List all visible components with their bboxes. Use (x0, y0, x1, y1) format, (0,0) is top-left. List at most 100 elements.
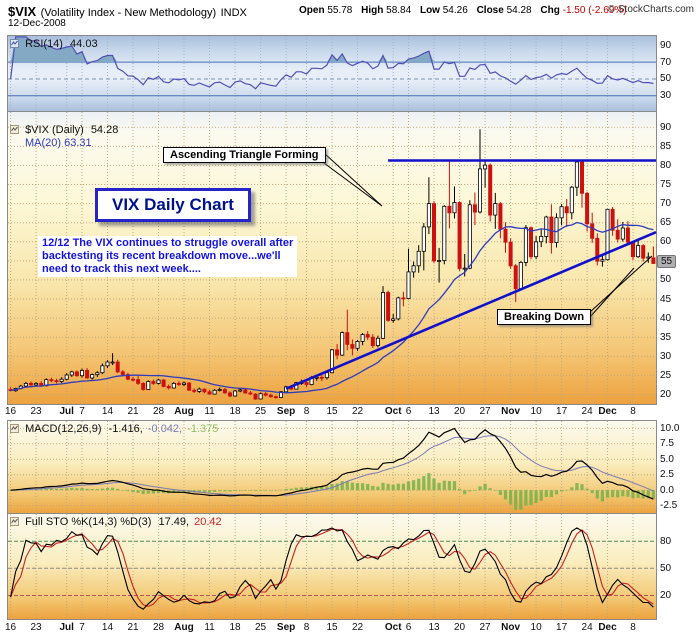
x-axis-label: 20 (453, 406, 466, 417)
x-axis-label: 21 (127, 622, 139, 633)
price-label-row: $VIX (Daily) 54.28 (10, 124, 118, 137)
x-axis-label: 23 (30, 622, 42, 633)
sto-panel-icon (10, 517, 19, 529)
ma-label-row: MA(20) 63.31 (25, 137, 92, 149)
macd-value-signal: -0.042, (147, 423, 183, 435)
x-axis-label: 27 (479, 622, 491, 633)
x-axis-label: 13 (428, 622, 440, 633)
rsi-panel (7, 35, 657, 112)
macd-label-row: MACD(12,26,9) -1.416, -0.042, -1.375 (10, 423, 218, 436)
commentary-line: 12/12 The VIX continues to struggle over… (42, 237, 294, 249)
high-label: High (361, 5, 384, 16)
symbol: $VIX (8, 4, 37, 19)
y-axis-label: 70 (660, 56, 672, 68)
chart-date: 12-Dec-2008 (8, 18, 66, 29)
symbol-description: (Volatility Index - New Methodology) (40, 7, 217, 19)
x-axis-label: 11 (204, 406, 215, 417)
y-axis-label: 75 (660, 179, 672, 191)
y-axis-label: 20 (660, 589, 672, 601)
price-panel-icon (10, 125, 19, 137)
x-axis-label: 16 (5, 622, 17, 633)
annotation-ascending-triangle: Ascending Triangle Forming (163, 147, 326, 163)
x-axis-label: 11 (204, 622, 215, 633)
x-axis-label: 8 (303, 406, 310, 417)
y-axis-label: 90 (660, 39, 672, 51)
y-axis-label: 0.0 (660, 484, 674, 496)
x-axis-label: Sep (276, 406, 296, 417)
y-axis-label: 65 (660, 217, 672, 229)
x-axis-label: Oct (384, 406, 402, 417)
x-axis-label: 18 (229, 406, 241, 417)
y-axis-label: 5.0 (660, 453, 674, 465)
y-axis-label: 2.5 (660, 469, 674, 481)
chg-label: Chg (540, 5, 560, 16)
x-axis-label: 13 (428, 406, 440, 417)
low-label: Low (419, 5, 440, 16)
x-axis-label: 10 (530, 406, 542, 417)
open-value: 55.78 (327, 5, 353, 16)
close-value: 54.28 (506, 5, 532, 16)
y-axis-label: 30 (660, 90, 672, 102)
y-axis-label: 20 (660, 388, 672, 400)
y-axis-label: 85 (660, 140, 672, 152)
y-axis-label: 40 (660, 312, 672, 324)
x-axis-label: Jul (59, 622, 74, 633)
sto-k-value: 17.49, (158, 516, 190, 528)
commentary-line: backtesting its recent breakdown move...… (42, 250, 281, 262)
low-value: 54.26 (442, 5, 468, 16)
y-axis-label: 35 (660, 331, 672, 343)
rsi-panel-icon (10, 39, 19, 51)
x-axis-label: 28 (152, 406, 165, 417)
x-axis-label: 28 (152, 622, 165, 633)
commentary-line: need to track this next week.... (42, 263, 201, 275)
x-axis-label: 8 (630, 406, 636, 417)
macd-value-line: -1.416, (108, 423, 143, 435)
y-axis-label: -2.5 (660, 500, 678, 512)
quote-line: Open 55.78 High 58.84 Low 54.26 Close 54… (293, 5, 627, 16)
x-axis-label: 20 (453, 622, 466, 633)
annotation-commentary: 12/12 The VIX continues to struggle over… (38, 236, 298, 277)
x-axis-label: Dec (598, 622, 617, 633)
y-axis-label: 30 (660, 350, 672, 362)
x-axis-label: 23 (30, 406, 42, 417)
macd-value-hist: -1.375 (187, 423, 219, 435)
price-value: 54.28 (90, 124, 119, 136)
y-axis-label: 25 (660, 369, 672, 381)
y-axis-label: 50 (660, 562, 672, 574)
annotation-breaking-down: Breaking Down (497, 309, 592, 325)
y-axis-label: 50 (660, 73, 672, 85)
annotation-vix-daily-chart: VIX Daily Chart (95, 188, 251, 222)
rsi-label: RSI(14) (25, 38, 63, 50)
y-axis-label: 90 (660, 121, 672, 133)
close-label: Close (476, 5, 504, 16)
chg-value: -1.50 (-2.69%) (562, 5, 627, 16)
x-axis-label: 27 (479, 406, 491, 417)
x-axis-label: Nov (501, 406, 521, 417)
price-label: $VIX (Daily) (25, 124, 84, 136)
y-axis-label: 70 (660, 198, 672, 210)
x-axis-label: Nov (501, 622, 521, 633)
x-axis-label: 6 (405, 406, 412, 417)
x-axis-label: 22 (351, 622, 364, 633)
chart-title-line: $VIX (Volatility Index - New Methodology… (8, 3, 247, 21)
macd-panel-icon (10, 424, 19, 436)
x-axis-label: Sep (276, 622, 296, 633)
rsi-value: 44.03 (70, 38, 98, 50)
ma-value: 63.31 (64, 137, 92, 149)
y-axis-label: 50 (660, 274, 672, 286)
x-axis-label: 8 (630, 622, 636, 633)
x-axis-label: Aug (174, 622, 194, 633)
x-axis-label: 7 (79, 406, 85, 417)
x-axis-label: 15 (326, 406, 338, 417)
x-axis-label: Jul (59, 406, 74, 417)
copyright: © StockCharts.com (607, 4, 694, 15)
x-axis-label: Aug (174, 406, 194, 417)
sto-label-row: Full STO %K(14,3) %D(3) 17.49, 20.42 (10, 516, 222, 529)
y-axis-label: 7.5 (660, 438, 674, 450)
exchange: INDX (220, 7, 247, 19)
y-axis-label: 10.0 (660, 422, 680, 434)
rsi-label-row: RSI(14) 44.03 (10, 38, 98, 51)
x-axis-label: 17 (556, 406, 568, 417)
y-axis-label: 60 (660, 236, 672, 248)
